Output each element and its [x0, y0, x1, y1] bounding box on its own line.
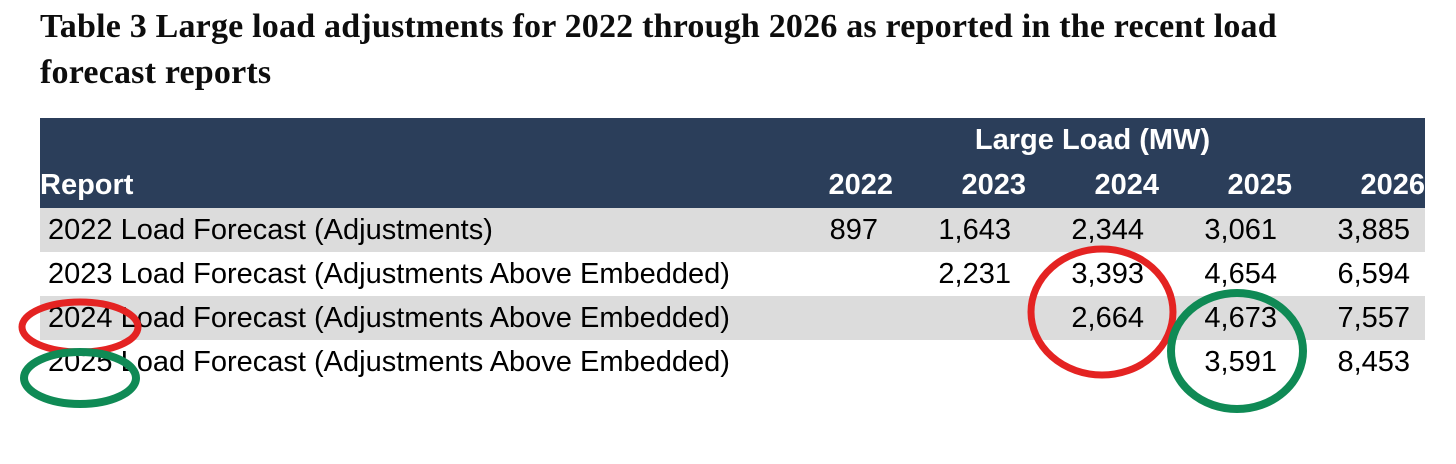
load-adjustments-table: Large Load (MW) Report 2022 2023 2024 20… — [40, 118, 1426, 384]
value-cell — [1026, 340, 1159, 384]
table-row-2022-forecast: 2022 Load Forecast (Adjustments) 897 1,6… — [40, 208, 1426, 252]
table-row-2025-forecast: 2025 Load Forecast (Adjustments Above Em… — [40, 340, 1426, 384]
column-header-report: Report — [40, 163, 760, 208]
value-cell: 7,557 — [1292, 296, 1426, 340]
table-row-2023-forecast: 2023 Load Forecast (Adjustments Above Em… — [40, 252, 1426, 296]
value-cell — [760, 252, 893, 296]
group-header-spacer — [40, 118, 760, 163]
value-cell: 3,061 — [1159, 208, 1292, 252]
table-column-header-row: Report 2022 2023 2024 2025 2026 — [40, 163, 1426, 208]
column-header-2023: 2023 — [893, 163, 1026, 208]
value-cell — [760, 296, 893, 340]
value-cell: 2,344 — [1026, 208, 1159, 252]
column-header-2024: 2024 — [1026, 163, 1159, 208]
table-row-2024-forecast: 2024 Load Forecast (Adjustments Above Em… — [40, 296, 1426, 340]
group-header-large-load: Large Load (MW) — [760, 118, 1426, 163]
row-label: 2022 Load Forecast (Adjustments) — [40, 208, 760, 252]
column-header-2022: 2022 — [760, 163, 893, 208]
page-title-line1: Table 3 Large load adjustments for 2022 … — [40, 8, 1277, 45]
table-group-header-row: Large Load (MW) — [40, 118, 1426, 163]
column-header-2025: 2025 — [1159, 163, 1292, 208]
value-cell: 4,654 — [1159, 252, 1292, 296]
value-cell: 2,231 — [893, 252, 1026, 296]
row-label: 2025 Load Forecast (Adjustments Above Em… — [40, 340, 760, 384]
value-cell: 3,591 — [1159, 340, 1292, 384]
load-adjustments-table-wrap: Large Load (MW) Report 2022 2023 2024 20… — [40, 118, 1426, 384]
value-cell: 4,673 — [1159, 296, 1292, 340]
row-label: 2023 Load Forecast (Adjustments Above Em… — [40, 252, 760, 296]
column-header-2026: 2026 — [1292, 163, 1426, 208]
value-cell: 3,885 — [1292, 208, 1426, 252]
value-cell — [760, 340, 893, 384]
value-cell: 8,453 — [1292, 340, 1426, 384]
value-cell: 6,594 — [1292, 252, 1426, 296]
page-title: Table 3 Large load adjustments for 2022 … — [40, 4, 1440, 96]
value-cell — [893, 340, 1026, 384]
value-cell: 1,643 — [893, 208, 1026, 252]
page-title-line2: forecast reports — [40, 54, 272, 91]
value-cell: 897 — [760, 208, 893, 252]
value-cell: 2,664 — [1026, 296, 1159, 340]
value-cell: 3,393 — [1026, 252, 1159, 296]
value-cell — [893, 296, 1026, 340]
row-label: 2024 Load Forecast (Adjustments Above Em… — [40, 296, 760, 340]
